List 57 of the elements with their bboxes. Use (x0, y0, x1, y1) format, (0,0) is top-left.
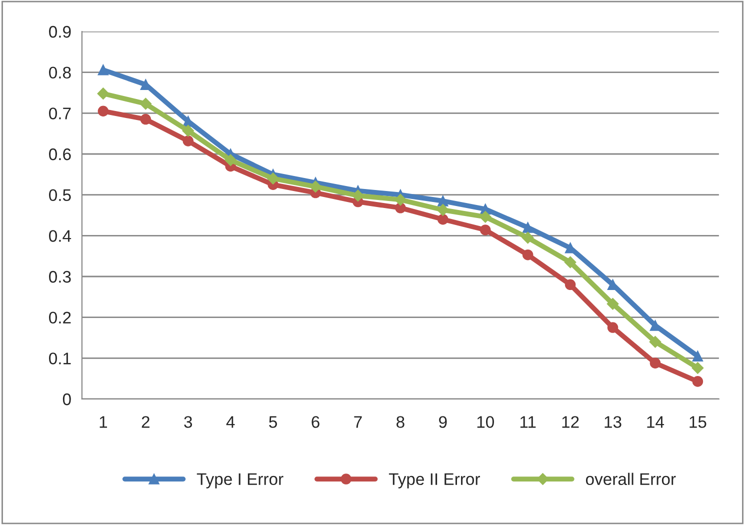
point (310, 180, 322, 193)
x-tick-label: 7 (354, 416, 362, 428)
y-tick-label: 0.8 (49, 66, 71, 79)
point (140, 98, 152, 110)
point (438, 214, 448, 225)
legend-label: Type II Error (388, 473, 480, 488)
x-tick-label: 15 (690, 416, 706, 428)
point (352, 190, 364, 202)
x-tick-label: 8 (396, 416, 404, 428)
point (649, 336, 662, 348)
point (98, 64, 109, 76)
point (267, 172, 279, 184)
point (522, 222, 534, 233)
x-tick-label: 2 (142, 416, 150, 428)
legend-label: overall Error (586, 472, 676, 486)
point (607, 322, 618, 333)
x-tick-label: 14 (647, 416, 664, 428)
point (650, 358, 661, 368)
x-tick-label: 1 (100, 416, 108, 428)
point (140, 114, 152, 125)
y-tick-label: 0.5 (49, 189, 71, 202)
x-tick-label: 9 (439, 416, 447, 428)
point (436, 204, 449, 216)
x-tick-label: 11 (520, 416, 536, 428)
point (606, 298, 619, 310)
point (224, 154, 236, 166)
x-tick-label: 6 (312, 416, 320, 428)
y-tick-label: 0.4 (49, 230, 72, 242)
point (692, 362, 704, 374)
point (480, 224, 491, 236)
point (522, 249, 534, 260)
point (394, 194, 406, 206)
x-tick-label: 4 (226, 416, 235, 428)
point (564, 256, 576, 268)
y-tick-label: 0.1 (49, 352, 71, 364)
point (182, 124, 194, 137)
y-tick-label: 0.9 (49, 26, 71, 38)
point (522, 232, 534, 244)
legend-label: Type I Error (196, 473, 284, 488)
point (479, 210, 492, 223)
point (98, 106, 109, 117)
point (395, 202, 406, 214)
y-tick-label: 0.2 (49, 312, 71, 324)
y-tick-label: 0.3 (49, 270, 71, 283)
x-tick-label: 5 (269, 416, 277, 428)
x-tick-label: 3 (184, 416, 192, 428)
point (97, 88, 110, 100)
point (182, 136, 194, 146)
point (692, 376, 704, 387)
y-tick-label: 0.7 (49, 108, 71, 120)
y-tick-label: 0 (62, 393, 71, 406)
x-tick-label: 10 (477, 416, 494, 428)
y-tick-label: 0.6 (49, 148, 71, 160)
point (564, 279, 576, 290)
x-tick-label: 12 (562, 416, 579, 428)
x-tick-label: 13 (604, 416, 622, 428)
point (692, 350, 704, 362)
